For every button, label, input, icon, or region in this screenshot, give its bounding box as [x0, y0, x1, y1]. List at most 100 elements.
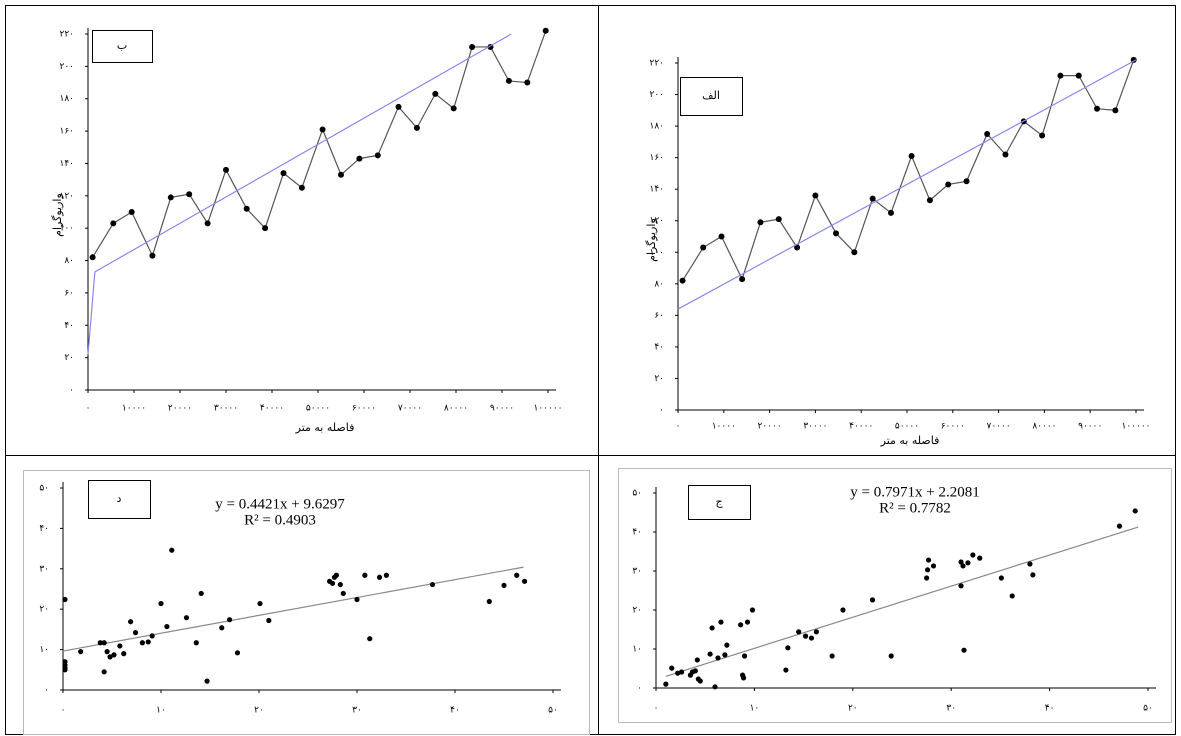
x-tick-label: ۱۰	[156, 706, 166, 716]
point	[783, 667, 789, 673]
series-line	[87, 33, 512, 355]
x-tick-label: ۰	[86, 404, 91, 414]
point	[367, 636, 373, 642]
y-tick-label: ۲۲۰	[649, 59, 664, 69]
point	[333, 572, 340, 578]
point	[234, 650, 241, 656]
x-axis-label: فاصله به متر	[880, 434, 940, 447]
point	[869, 195, 876, 202]
x-tick-label: ۶۰۰۰۰	[352, 404, 376, 414]
table-border	[5, 5, 1176, 735]
point	[833, 230, 840, 237]
point	[1039, 132, 1046, 139]
point	[749, 607, 756, 613]
point	[204, 220, 211, 227]
panel-label: ج	[715, 495, 723, 508]
point	[257, 600, 263, 607]
point	[450, 105, 457, 112]
point	[413, 124, 420, 131]
x-tick-label: ۸۰۰۰۰	[1032, 422, 1056, 432]
point	[796, 629, 802, 635]
x-tick-label: ۷۰۰۰۰	[987, 422, 1011, 432]
panel-label: د	[117, 492, 122, 505]
y-tick-label: ۱۰	[632, 645, 642, 655]
point	[998, 575, 1004, 581]
point	[469, 43, 476, 50]
y-tick-label: ۱۴۰	[649, 185, 664, 195]
point	[486, 598, 492, 605]
point	[958, 559, 964, 565]
point	[697, 678, 703, 684]
chart-frame	[618, 468, 1172, 723]
point	[521, 578, 528, 584]
x-tick-label: ۳۰	[352, 706, 362, 716]
point	[501, 582, 507, 588]
x-tick-label: ۰	[654, 704, 659, 714]
point	[395, 103, 402, 110]
point	[757, 219, 764, 226]
point	[319, 126, 326, 133]
point	[930, 563, 937, 569]
point	[183, 615, 190, 621]
r-squared: R² = 0.4903	[244, 512, 316, 528]
y-tick-label: ۰	[69, 386, 74, 396]
trend-line	[665, 526, 1139, 677]
point	[718, 619, 724, 625]
point	[675, 670, 681, 676]
point	[1075, 72, 1082, 79]
y-tick-label: ۵۰	[632, 489, 642, 499]
y-tick-label: ۲۰	[64, 353, 74, 363]
y-tick-label: ۳۰	[632, 567, 642, 577]
point	[715, 655, 721, 661]
y-tick-label: ۲۰۰	[649, 90, 664, 100]
point	[740, 675, 747, 681]
point	[101, 669, 107, 675]
y-tick-label: ۴۰	[39, 524, 49, 534]
point	[219, 625, 225, 631]
point	[739, 276, 746, 283]
point	[724, 642, 730, 648]
x-tick-label: ۸۰۰۰۰	[444, 404, 468, 414]
point	[709, 625, 715, 631]
x-tick-label: ۰	[676, 422, 681, 432]
x-tick-label: ۵۰۰۰۰	[895, 422, 919, 432]
point	[542, 27, 549, 34]
point	[908, 153, 915, 160]
x-tick-label: ۵۰	[548, 706, 558, 716]
y-tick-label: ۴۰	[632, 528, 642, 538]
point	[167, 194, 174, 201]
point	[1030, 572, 1036, 578]
x-tick-label: ۲۰	[254, 706, 264, 716]
series-line	[682, 59, 1135, 281]
point	[107, 654, 113, 660]
y-tick-label: ۱۲۰	[59, 191, 74, 201]
point	[1057, 72, 1064, 79]
point	[1027, 561, 1033, 567]
y-tick-label: ۱۰	[39, 645, 49, 655]
point	[1002, 151, 1009, 158]
x-tick-label: ۶۰۰۰۰	[941, 422, 965, 432]
x-tick-label: ۱۰۰۰۰۰	[533, 404, 562, 414]
point	[169, 547, 175, 553]
y-tick-label: ۴۰	[654, 342, 664, 352]
x-tick-label: ۱۰۰۰۰۰	[1121, 422, 1150, 432]
panel-label-box	[88, 480, 151, 519]
point	[926, 197, 933, 204]
point	[128, 619, 134, 625]
point	[356, 155, 363, 162]
y-tick-label: ۸۰	[654, 279, 664, 289]
point	[678, 669, 685, 675]
point	[925, 557, 932, 563]
point	[663, 681, 669, 687]
point	[78, 649, 84, 655]
point	[383, 572, 389, 578]
point	[1094, 105, 1101, 112]
x-tick-label: ۳۰	[946, 704, 956, 714]
point	[145, 639, 151, 645]
y-tick-label: ۳۰	[39, 564, 49, 574]
point	[149, 252, 156, 259]
point	[924, 567, 931, 573]
panel-label: ب	[117, 39, 127, 52]
point	[62, 596, 68, 603]
point	[694, 657, 700, 663]
